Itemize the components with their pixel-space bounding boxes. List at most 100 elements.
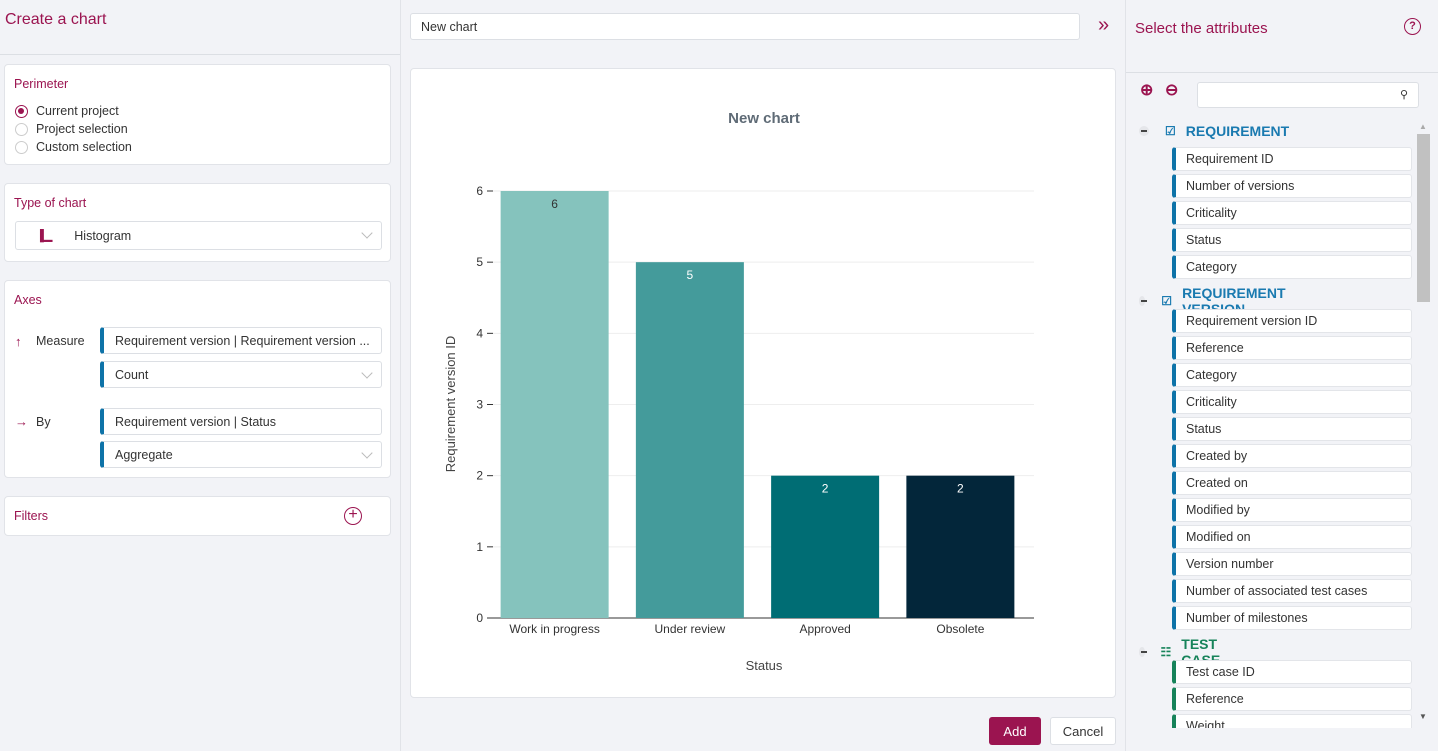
attribute-item[interactable]: Category xyxy=(1172,255,1412,279)
measure-operation-select[interactable]: Count xyxy=(100,361,382,388)
perimeter-card: Perimeter Current project Project select… xyxy=(4,64,391,165)
data-label: 6 xyxy=(551,197,558,211)
chevron-down-icon xyxy=(361,367,373,379)
radio-label: Project selection xyxy=(36,122,128,136)
bar xyxy=(771,475,880,618)
radio-custom-selection[interactable]: Custom selection xyxy=(15,140,132,154)
attribute-search-input[interactable]: ⚲ xyxy=(1197,82,1419,108)
filters-title: Filters xyxy=(14,509,49,523)
perimeter-title: Perimeter xyxy=(14,77,69,91)
chevron-down-icon xyxy=(361,447,373,459)
attribute-item[interactable]: Reference xyxy=(1172,687,1412,711)
measure-op-value: Count xyxy=(115,367,149,382)
x-axis-label: Status xyxy=(746,658,783,673)
attribute-item[interactable]: Version number xyxy=(1172,552,1412,576)
y-tick-label: 5 xyxy=(476,255,483,269)
group-label: REQUIREMENT xyxy=(1185,123,1290,139)
attribute-item[interactable]: Created by xyxy=(1172,444,1412,468)
chart-type-select[interactable]: ▐▁ Histogram xyxy=(15,221,382,250)
by-op-value: Aggregate xyxy=(115,447,173,462)
scrollbar-thumb[interactable] xyxy=(1417,134,1430,302)
radio-icon xyxy=(15,140,28,154)
entity-icon: ☑ xyxy=(1165,124,1176,138)
collapse-icon[interactable] xyxy=(1139,296,1148,306)
axes-title: Axes xyxy=(14,293,42,307)
attribute-item[interactable]: Modified on xyxy=(1172,525,1412,549)
chart-card: New chart 0 1 2 3 4 5 6 6 Work in progress 5 Under … xyxy=(410,68,1116,698)
attribute-item[interactable]: Requirement version ID xyxy=(1172,309,1412,333)
scroll-up-icon[interactable]: ▲ xyxy=(1419,122,1427,131)
axes-card: Axes ↑ Measure Requirement version | Req… xyxy=(4,280,391,478)
data-label: 2 xyxy=(822,482,829,496)
divider xyxy=(1125,0,1126,751)
measure-field[interactable]: Requirement version | Requirement versio… xyxy=(100,327,382,354)
collapse-icon[interactable] xyxy=(1139,126,1149,136)
y-tick-label: 2 xyxy=(476,469,483,483)
arrow-up-icon: ↑ xyxy=(15,334,22,349)
measure-label: Measure xyxy=(36,334,85,348)
bar xyxy=(635,262,744,618)
attribute-item[interactable]: Criticality xyxy=(1172,201,1412,225)
by-field[interactable]: Requirement version | Status xyxy=(100,408,382,435)
chart-type-card: Type of chart ▐▁ Histogram xyxy=(4,183,391,262)
by-operation-select[interactable]: Aggregate xyxy=(100,441,382,468)
radio-current-project[interactable]: Current project xyxy=(15,104,119,118)
attribute-item[interactable]: Status xyxy=(1172,417,1412,441)
help-icon[interactable]: ? xyxy=(1404,18,1421,35)
attribute-item[interactable]: Requirement ID xyxy=(1172,147,1412,171)
expand-all-icon[interactable]: ⊕ xyxy=(1140,82,1154,99)
chart-type-value: Histogram xyxy=(74,228,132,243)
tree-footer xyxy=(1126,728,1438,751)
collapse-icon[interactable] xyxy=(1139,647,1147,657)
x-tick-label: Under review xyxy=(655,622,726,636)
data-label: 2 xyxy=(957,482,964,496)
bar xyxy=(906,475,1015,618)
divider xyxy=(0,54,400,55)
attributes-title: Select the attributes xyxy=(1135,20,1268,37)
add-button[interactable]: Add xyxy=(989,717,1041,745)
y-tick-label: 4 xyxy=(476,326,483,340)
divider xyxy=(1126,72,1438,73)
radio-icon xyxy=(15,122,28,136)
collapse-panel-icon[interactable]: » xyxy=(1098,14,1110,36)
bar-chart-icon: ▐▁ xyxy=(36,230,53,242)
scrollbar[interactable]: ▲ ▼ xyxy=(1417,122,1430,727)
attribute-item[interactable]: Number of versions xyxy=(1172,174,1412,198)
add-filter-icon[interactable]: + xyxy=(344,507,362,525)
group-header[interactable]: ☑ REQUIREMENT xyxy=(1139,123,1289,139)
chart-name-input[interactable]: New chart xyxy=(410,13,1080,40)
bar-chart: New chart 0 1 2 3 4 5 6 6 Work in progress 5 Under … xyxy=(443,110,1034,673)
collapse-all-icon[interactable]: ⊖ xyxy=(1165,82,1179,99)
scroll-down-icon[interactable]: ▼ xyxy=(1419,712,1427,721)
radio-label: Current project xyxy=(36,104,119,118)
attribute-item[interactable]: Created on xyxy=(1172,471,1412,495)
y-tick-label: 1 xyxy=(476,540,483,554)
y-tick-label: 6 xyxy=(476,184,483,198)
attribute-item[interactable]: Reference xyxy=(1172,336,1412,360)
arrow-right-icon: → xyxy=(15,414,28,429)
radio-label: Custom selection xyxy=(36,140,132,154)
filters-card: Filters + xyxy=(4,496,391,536)
attribute-item[interactable]: Number of milestones xyxy=(1172,606,1412,630)
radio-icon xyxy=(15,104,28,118)
attribute-item[interactable]: Criticality xyxy=(1172,390,1412,414)
y-axis-label: Requirement version ID xyxy=(443,336,458,473)
y-tick-label: 0 xyxy=(476,611,483,625)
attribute-item[interactable]: Category xyxy=(1172,363,1412,387)
attribute-item[interactable]: Modified by xyxy=(1172,498,1412,522)
bar xyxy=(500,191,609,618)
attribute-item[interactable]: Status xyxy=(1172,228,1412,252)
chart-title: New chart xyxy=(728,110,800,127)
x-tick-label: Obsolete xyxy=(936,622,984,636)
attribute-item[interactable]: Test case ID xyxy=(1172,660,1412,684)
chart-type-title: Type of chart xyxy=(14,196,87,210)
radio-project-selection[interactable]: Project selection xyxy=(15,122,128,136)
cancel-button[interactable]: Cancel xyxy=(1050,717,1116,745)
data-label: 5 xyxy=(687,268,694,282)
divider xyxy=(400,0,401,751)
attribute-item[interactable]: Number of associated test cases xyxy=(1172,579,1412,603)
search-icon: ⚲ xyxy=(1399,89,1408,101)
by-label: By xyxy=(36,415,51,429)
page-title: Create a chart xyxy=(5,11,107,28)
entity-icon: ☑ xyxy=(1161,294,1173,308)
